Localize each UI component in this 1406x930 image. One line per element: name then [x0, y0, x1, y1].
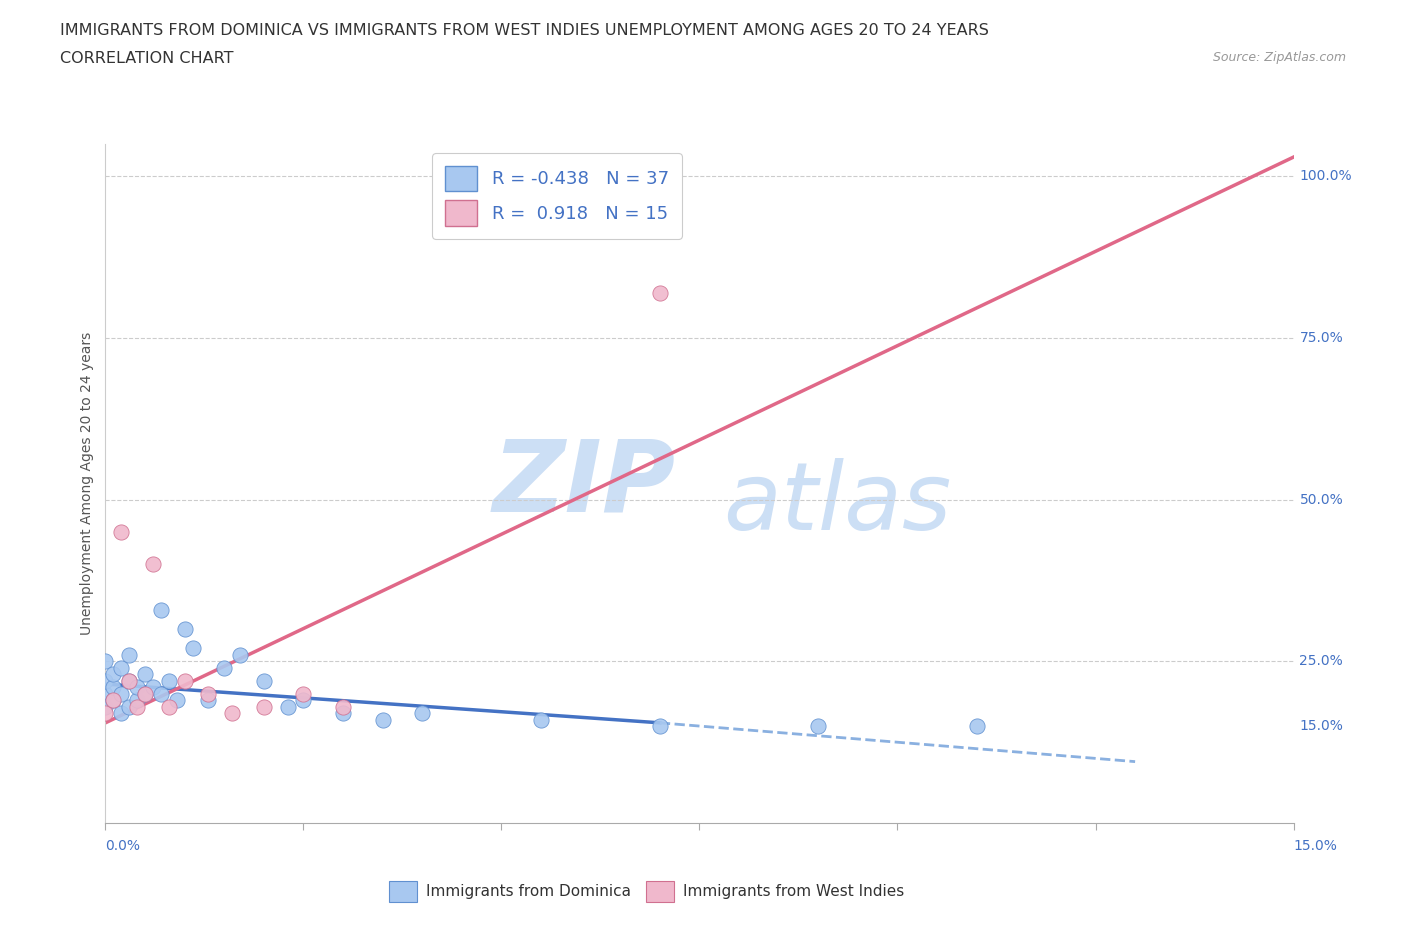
- Point: [110, 686, 132, 701]
- Point: [332, 706, 354, 721]
- Text: CORRELATION CHART: CORRELATION CHART: [60, 51, 233, 66]
- Point: [277, 699, 299, 714]
- Y-axis label: Unemployment Among Ages 20 to 24 years: Unemployment Among Ages 20 to 24 years: [80, 332, 94, 635]
- Point: [103, 667, 125, 682]
- Text: 75.0%: 75.0%: [1299, 331, 1343, 345]
- Legend: Immigrants from Dominica, Immigrants from West Indies: Immigrants from Dominica, Immigrants fro…: [384, 874, 910, 909]
- Point: [94, 686, 117, 701]
- Point: [134, 686, 156, 701]
- Point: [371, 712, 394, 727]
- Text: 15.0%: 15.0%: [1294, 839, 1337, 853]
- Point: [173, 673, 195, 688]
- Point: [103, 693, 125, 708]
- Point: [103, 693, 125, 708]
- Point: [648, 286, 671, 300]
- Point: [157, 673, 180, 688]
- Point: [197, 686, 219, 701]
- Point: [94, 699, 117, 714]
- Point: [229, 647, 252, 662]
- Point: [214, 660, 236, 675]
- Point: [127, 680, 149, 695]
- Point: [648, 719, 671, 734]
- Text: 15.0%: 15.0%: [1299, 719, 1343, 733]
- Point: [142, 680, 165, 695]
- Point: [966, 719, 988, 734]
- Point: [292, 693, 315, 708]
- Point: [292, 686, 315, 701]
- Point: [94, 673, 117, 688]
- Point: [94, 654, 117, 669]
- Text: Source: ZipAtlas.com: Source: ZipAtlas.com: [1212, 51, 1346, 64]
- Point: [118, 647, 141, 662]
- Point: [94, 706, 117, 721]
- Text: 25.0%: 25.0%: [1299, 655, 1343, 669]
- Point: [197, 693, 219, 708]
- Point: [110, 660, 132, 675]
- Point: [127, 693, 149, 708]
- Point: [134, 667, 156, 682]
- Point: [149, 686, 172, 701]
- Text: 100.0%: 100.0%: [1299, 169, 1353, 183]
- Point: [253, 699, 276, 714]
- Point: [530, 712, 553, 727]
- Point: [173, 621, 195, 636]
- Point: [103, 680, 125, 695]
- Point: [142, 557, 165, 572]
- Legend: R = -0.438   N = 37, R =  0.918   N = 15: R = -0.438 N = 37, R = 0.918 N = 15: [432, 153, 682, 239]
- Point: [221, 706, 243, 721]
- Point: [118, 699, 141, 714]
- Point: [110, 525, 132, 539]
- Point: [166, 693, 188, 708]
- Point: [332, 699, 354, 714]
- Text: atlas: atlas: [723, 458, 952, 550]
- Text: 0.0%: 0.0%: [105, 839, 141, 853]
- Point: [110, 706, 132, 721]
- Point: [134, 686, 156, 701]
- Point: [807, 719, 830, 734]
- Point: [118, 673, 141, 688]
- Point: [253, 673, 276, 688]
- Point: [118, 673, 141, 688]
- Point: [411, 706, 433, 721]
- Point: [127, 699, 149, 714]
- Point: [157, 699, 180, 714]
- Text: ZIP: ZIP: [492, 435, 676, 532]
- Text: IMMIGRANTS FROM DOMINICA VS IMMIGRANTS FROM WEST INDIES UNEMPLOYMENT AMONG AGES : IMMIGRANTS FROM DOMINICA VS IMMIGRANTS F…: [60, 23, 990, 38]
- Point: [149, 603, 172, 618]
- Point: [181, 641, 204, 656]
- Text: 50.0%: 50.0%: [1299, 493, 1343, 507]
